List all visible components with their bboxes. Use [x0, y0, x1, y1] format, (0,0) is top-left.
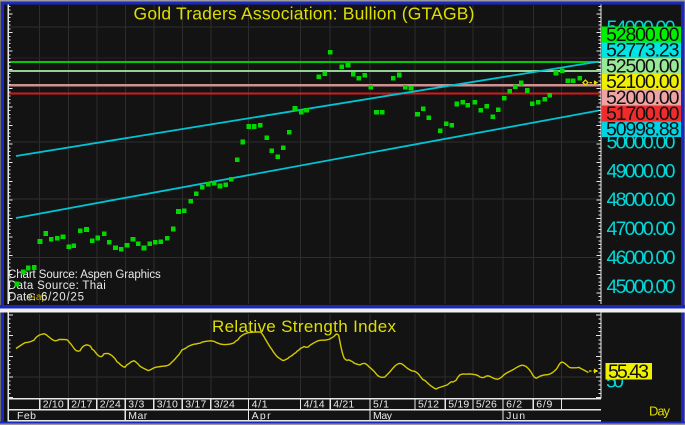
svg-text:47000.00: 47000.00: [607, 218, 676, 240]
svg-text:Data Source: Thai: Data Source: Thai: [8, 280, 106, 292]
svg-text:52773.23: 52773.23: [606, 40, 680, 62]
svg-text:3/17: 3/17: [185, 399, 206, 411]
svg-text:2/17: 2/17: [71, 399, 92, 411]
svg-text:52800.00: 52800.00: [606, 24, 680, 46]
svg-text:55.43: 55.43: [608, 361, 649, 383]
svg-text:52500.00: 52500.00: [606, 55, 680, 77]
svg-text:52100.00: 52100.00: [606, 71, 680, 93]
svg-text:5/12: 5/12: [418, 399, 439, 411]
svg-text:Day: Day: [649, 404, 671, 419]
svg-text:51700.00: 51700.00: [606, 103, 680, 125]
svg-text:4/14: 4/14: [304, 399, 325, 411]
svg-text:Chart Source: Aspen Graphic: Chart Source: Aspen Graphics: [8, 269, 161, 281]
svg-text:52000.00: 52000.00: [606, 87, 680, 109]
svg-text:6/20/25: 6/20/25: [41, 292, 84, 304]
svg-text:Mar: Mar: [128, 410, 148, 422]
svg-text:49000.00: 49000.00: [607, 160, 676, 182]
svg-text:48000.00: 48000.00: [607, 189, 676, 211]
svg-text:2/24: 2/24: [100, 399, 121, 411]
svg-text:3/3: 3/3: [128, 399, 144, 411]
svg-text:6/9: 6/9: [536, 399, 552, 411]
svg-text:May: May: [373, 410, 393, 422]
svg-text:4/21: 4/21: [333, 399, 354, 411]
svg-text:Jun: Jun: [506, 410, 525, 422]
svg-text:3/10: 3/10: [157, 399, 178, 411]
svg-text:Apr: Apr: [252, 410, 272, 422]
svg-text:Gap: Gap: [28, 292, 47, 303]
svg-text:6/2: 6/2: [506, 399, 522, 411]
svg-text:Gold Traders Association: B: Gold Traders Association: Bullion (GTAGB…: [134, 4, 475, 24]
svg-text:46000.00: 46000.00: [607, 247, 676, 269]
svg-text:5/26: 5/26: [476, 399, 497, 411]
svg-text:Feb: Feb: [17, 410, 36, 422]
svg-text:4/1: 4/1: [252, 399, 268, 411]
svg-text:45000.00: 45000.00: [607, 276, 676, 298]
svg-text:5/1: 5/1: [373, 399, 389, 411]
svg-text:3/24: 3/24: [214, 399, 235, 411]
svg-text:Relative Strength Index: Relative Strength Index: [212, 317, 397, 336]
svg-text:5/19: 5/19: [448, 399, 469, 411]
svg-text:50998.88: 50998.88: [606, 119, 680, 141]
svg-text:Date:: Date:: [8, 292, 36, 304]
svg-text:2/10: 2/10: [43, 399, 64, 411]
